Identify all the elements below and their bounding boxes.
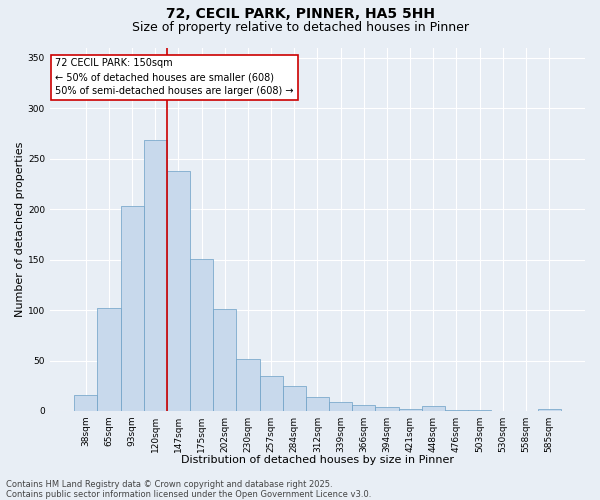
Text: Size of property relative to detached houses in Pinner: Size of property relative to detached ho… [131, 21, 469, 34]
Bar [74, 395, 97, 411]
Bar [329, 402, 352, 411]
Text: 72, CECIL PARK, PINNER, HA5 5HH: 72, CECIL PARK, PINNER, HA5 5HH [166, 8, 434, 22]
Text: Contains HM Land Registry data © Crown copyright and database right 2025.
Contai: Contains HM Land Registry data © Crown c… [6, 480, 371, 499]
Y-axis label: Number of detached properties: Number of detached properties [15, 142, 25, 317]
Bar [167, 170, 190, 411]
Bar [121, 206, 144, 411]
Bar [236, 360, 260, 411]
Bar [445, 410, 468, 411]
Bar [260, 376, 283, 411]
Bar [213, 309, 236, 411]
Bar [190, 258, 213, 411]
Text: 72 CECIL PARK: 150sqm
← 50% of detached houses are smaller (608)
50% of semi-det: 72 CECIL PARK: 150sqm ← 50% of detached … [55, 58, 294, 96]
Bar [306, 397, 329, 411]
Bar [398, 409, 422, 411]
Bar [283, 386, 306, 411]
Bar [352, 405, 376, 411]
Bar [468, 410, 491, 411]
Bar [144, 140, 167, 411]
Bar [422, 406, 445, 411]
X-axis label: Distribution of detached houses by size in Pinner: Distribution of detached houses by size … [181, 455, 454, 465]
Bar [376, 407, 398, 411]
Bar [97, 308, 121, 411]
Bar [538, 409, 560, 411]
